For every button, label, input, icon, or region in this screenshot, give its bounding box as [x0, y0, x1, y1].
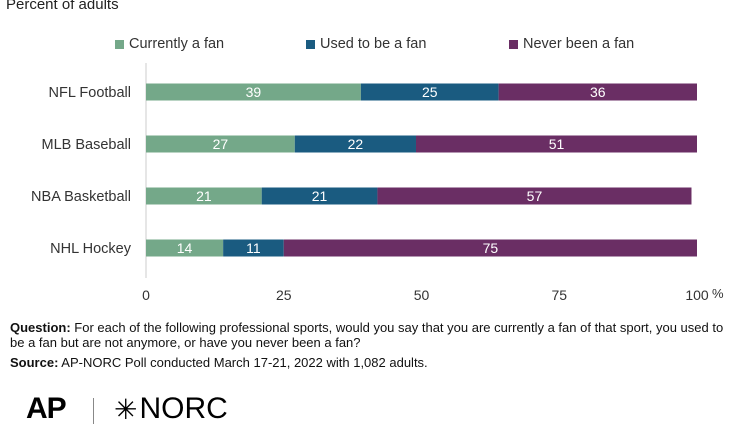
legend-item-used: Used to be a fan: [306, 36, 426, 52]
data-label: 39: [246, 84, 262, 100]
ap-logo: AP: [26, 392, 67, 425]
legend-swatch-used: [306, 39, 315, 49]
logo-divider: [93, 398, 94, 424]
bar-segment: [146, 83, 361, 101]
legend-label-currently: Currently a fan: [129, 36, 225, 52]
category-label: MLB Baseball: [42, 137, 131, 153]
legend-item-never: Never been a fan: [509, 36, 634, 52]
data-label: 11: [246, 240, 261, 256]
bar-segment: [146, 239, 224, 257]
legend-label-used: Used to be a fan: [320, 36, 427, 52]
data-label: 51: [549, 136, 565, 152]
x-tick-label: 100: [685, 287, 709, 303]
data-label: 25: [422, 84, 438, 100]
category-label: NFL Football: [49, 85, 131, 101]
chart-subtitle: Percent of adults: [6, 0, 119, 13]
data-label: 14: [177, 240, 193, 256]
bar-segment: [146, 187, 262, 205]
category-label: NHL Hockey: [50, 241, 132, 257]
legend-item-currently: Currently a fan: [115, 36, 224, 52]
source-footnote: Source: AP-NORC Poll conducted March 17-…: [10, 355, 740, 370]
x-tick-label: 50: [414, 287, 430, 303]
legend-swatch-currently: [115, 39, 124, 49]
legend: Currently a fan Used to be a fan Never b…: [0, 36, 747, 56]
legend-swatch-never: [509, 39, 518, 49]
data-label: 21: [196, 188, 212, 204]
source-label: Source:: [10, 355, 59, 370]
x-unit-label: %: [712, 286, 724, 301]
x-tick-label: 25: [276, 287, 292, 303]
bar-segment: [415, 135, 697, 153]
data-label: 75: [483, 240, 499, 256]
bar-segment: [498, 83, 697, 101]
data-label: 36: [590, 84, 606, 100]
norc-wordmark: NORC: [139, 392, 228, 425]
question-footnote: Question: For each of the following prof…: [10, 320, 740, 350]
bar-segment: [377, 187, 692, 205]
x-tick-label: 0: [142, 287, 150, 303]
category-label: NBA Basketball: [31, 189, 131, 205]
question-text: For each of the following professional s…: [10, 320, 724, 350]
legend-label-never: Never been a fan: [523, 36, 635, 52]
question-label: Question:: [10, 320, 71, 335]
bar-segment: [294, 135, 416, 153]
norc-logo: ✳ NORC: [114, 392, 228, 426]
bar-segment: [223, 239, 284, 257]
data-label: 22: [348, 136, 364, 152]
logos: AP ✳ NORC: [26, 392, 286, 426]
data-label: 57: [527, 188, 543, 204]
stacked-bar-chart: NFL Football 39 25 36 MLB Baseball 27 22 51 NBA …: [31, 63, 724, 303]
data-label: 21: [312, 188, 328, 204]
bar-segment: [283, 239, 697, 257]
data-label: 27: [213, 136, 229, 152]
x-tick-label: 75: [551, 287, 567, 303]
bar-segment: [261, 187, 378, 205]
source-text: AP-NORC Poll conducted March 17-21, 2022…: [58, 355, 428, 370]
bar-segment: [146, 135, 295, 153]
bar-segment: [360, 83, 499, 101]
norc-asterisk-icon: ✳: [114, 393, 138, 425]
